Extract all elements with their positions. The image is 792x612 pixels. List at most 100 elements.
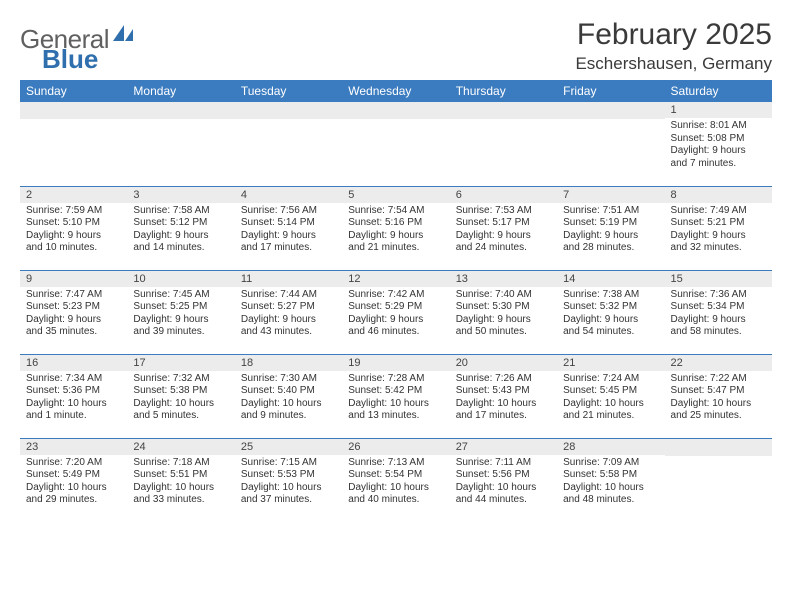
day-line: Daylight: 10 hours bbox=[241, 398, 336, 411]
day-number: 11 bbox=[235, 271, 342, 287]
day-content: Sunrise: 7:45 AMSunset: 5:25 PMDaylight:… bbox=[127, 287, 234, 343]
logo-sail-icon bbox=[113, 25, 135, 48]
day-line: Sunset: 5:47 PM bbox=[671, 385, 766, 398]
day-line: Daylight: 10 hours bbox=[26, 482, 121, 495]
day-line: Sunset: 5:38 PM bbox=[133, 385, 228, 398]
day-line: Sunrise: 7:13 AM bbox=[348, 457, 443, 470]
day-line: Sunrise: 7:58 AM bbox=[133, 205, 228, 218]
day-line: and 28 minutes. bbox=[563, 242, 658, 255]
day-line: and 17 minutes. bbox=[241, 242, 336, 255]
day-line: Sunrise: 7:11 AM bbox=[456, 457, 551, 470]
day-content: Sunrise: 7:28 AMSunset: 5:42 PMDaylight:… bbox=[342, 371, 449, 427]
calendar-day-cell: 23Sunrise: 7:20 AMSunset: 5:49 PMDayligh… bbox=[20, 438, 127, 522]
day-line: Daylight: 9 hours bbox=[563, 314, 658, 327]
day-content: Sunrise: 7:47 AMSunset: 5:23 PMDaylight:… bbox=[20, 287, 127, 343]
day-line: and 10 minutes. bbox=[26, 242, 121, 255]
weekday-header: Monday bbox=[127, 80, 234, 102]
day-line: Daylight: 10 hours bbox=[671, 398, 766, 411]
day-content: Sunrise: 7:49 AMSunset: 5:21 PMDaylight:… bbox=[665, 203, 772, 259]
day-content: Sunrise: 7:18 AMSunset: 5:51 PMDaylight:… bbox=[127, 455, 234, 511]
day-number: 12 bbox=[342, 271, 449, 287]
calendar-day-cell bbox=[342, 102, 449, 186]
day-line: Daylight: 9 hours bbox=[241, 230, 336, 243]
day-line: Sunrise: 7:49 AM bbox=[671, 205, 766, 218]
day-number: 4 bbox=[235, 187, 342, 203]
day-number bbox=[20, 102, 127, 119]
day-line: and 44 minutes. bbox=[456, 494, 551, 507]
day-number: 5 bbox=[342, 187, 449, 203]
calendar-week-row: 1Sunrise: 8:01 AMSunset: 5:08 PMDaylight… bbox=[20, 102, 772, 186]
day-line: and 50 minutes. bbox=[456, 326, 551, 339]
day-line: and 32 minutes. bbox=[671, 242, 766, 255]
day-content: Sunrise: 7:40 AMSunset: 5:30 PMDaylight:… bbox=[450, 287, 557, 343]
calendar-day-cell bbox=[20, 102, 127, 186]
calendar-day-cell: 27Sunrise: 7:11 AMSunset: 5:56 PMDayligh… bbox=[450, 438, 557, 522]
day-line: Sunset: 5:43 PM bbox=[456, 385, 551, 398]
location-label: Eschershausen, Germany bbox=[575, 54, 772, 74]
calendar-week-row: 2Sunrise: 7:59 AMSunset: 5:10 PMDaylight… bbox=[20, 186, 772, 270]
calendar-day-cell bbox=[127, 102, 234, 186]
day-line: Daylight: 10 hours bbox=[348, 482, 443, 495]
day-line: Sunset: 5:51 PM bbox=[133, 469, 228, 482]
day-content: Sunrise: 7:30 AMSunset: 5:40 PMDaylight:… bbox=[235, 371, 342, 427]
day-content: Sunrise: 7:22 AMSunset: 5:47 PMDaylight:… bbox=[665, 371, 772, 427]
day-line: Daylight: 9 hours bbox=[26, 230, 121, 243]
day-line: Sunset: 5:08 PM bbox=[671, 133, 766, 146]
day-line: Sunset: 5:58 PM bbox=[563, 469, 658, 482]
day-line: Sunrise: 7:09 AM bbox=[563, 457, 658, 470]
calendar-day-cell bbox=[450, 102, 557, 186]
day-content: Sunrise: 7:32 AMSunset: 5:38 PMDaylight:… bbox=[127, 371, 234, 427]
calendar-week-row: 23Sunrise: 7:20 AMSunset: 5:49 PMDayligh… bbox=[20, 438, 772, 522]
calendar-day-cell: 7Sunrise: 7:51 AMSunset: 5:19 PMDaylight… bbox=[557, 186, 664, 270]
day-line: Sunset: 5:10 PM bbox=[26, 217, 121, 230]
calendar-day-cell: 13Sunrise: 7:40 AMSunset: 5:30 PMDayligh… bbox=[450, 270, 557, 354]
calendar-day-cell: 9Sunrise: 7:47 AMSunset: 5:23 PMDaylight… bbox=[20, 270, 127, 354]
weekday-header-row: Sunday Monday Tuesday Wednesday Thursday… bbox=[20, 80, 772, 102]
day-content: Sunrise: 7:51 AMSunset: 5:19 PMDaylight:… bbox=[557, 203, 664, 259]
logo-text-blue: Blue bbox=[42, 44, 98, 74]
day-line: Daylight: 9 hours bbox=[133, 230, 228, 243]
calendar-day-cell: 10Sunrise: 7:45 AMSunset: 5:25 PMDayligh… bbox=[127, 270, 234, 354]
calendar-day-cell: 19Sunrise: 7:28 AMSunset: 5:42 PMDayligh… bbox=[342, 354, 449, 438]
day-line: Sunset: 5:49 PM bbox=[26, 469, 121, 482]
weekday-header: Tuesday bbox=[235, 80, 342, 102]
calendar-table: Sunday Monday Tuesday Wednesday Thursday… bbox=[20, 80, 772, 522]
day-line: Sunset: 5:32 PM bbox=[563, 301, 658, 314]
day-content: Sunrise: 7:36 AMSunset: 5:34 PMDaylight:… bbox=[665, 287, 772, 343]
day-content: Sunrise: 7:15 AMSunset: 5:53 PMDaylight:… bbox=[235, 455, 342, 511]
weekday-header: Friday bbox=[557, 80, 664, 102]
day-line: Daylight: 9 hours bbox=[133, 314, 228, 327]
day-line: and 43 minutes. bbox=[241, 326, 336, 339]
day-number: 2 bbox=[20, 187, 127, 203]
day-line: Daylight: 9 hours bbox=[348, 314, 443, 327]
day-number bbox=[342, 102, 449, 119]
day-line: Sunset: 5:21 PM bbox=[671, 217, 766, 230]
day-content: Sunrise: 7:20 AMSunset: 5:49 PMDaylight:… bbox=[20, 455, 127, 511]
day-line: Sunrise: 7:22 AM bbox=[671, 373, 766, 386]
weekday-header: Saturday bbox=[665, 80, 772, 102]
day-line: Daylight: 10 hours bbox=[456, 398, 551, 411]
calendar-day-cell: 26Sunrise: 7:13 AMSunset: 5:54 PMDayligh… bbox=[342, 438, 449, 522]
day-line: Sunset: 5:54 PM bbox=[348, 469, 443, 482]
weekday-header: Thursday bbox=[450, 80, 557, 102]
weekday-header: Wednesday bbox=[342, 80, 449, 102]
day-line: Sunset: 5:25 PM bbox=[133, 301, 228, 314]
day-number: 13 bbox=[450, 271, 557, 287]
calendar-day-cell: 2Sunrise: 7:59 AMSunset: 5:10 PMDaylight… bbox=[20, 186, 127, 270]
day-line: Sunrise: 7:53 AM bbox=[456, 205, 551, 218]
day-number: 14 bbox=[557, 271, 664, 287]
day-content: Sunrise: 7:59 AMSunset: 5:10 PMDaylight:… bbox=[20, 203, 127, 259]
day-line: Daylight: 9 hours bbox=[456, 230, 551, 243]
day-number: 9 bbox=[20, 271, 127, 287]
day-line: and 37 minutes. bbox=[241, 494, 336, 507]
day-line: and 54 minutes. bbox=[563, 326, 658, 339]
calendar-week-row: 16Sunrise: 7:34 AMSunset: 5:36 PMDayligh… bbox=[20, 354, 772, 438]
day-line: Sunset: 5:16 PM bbox=[348, 217, 443, 230]
day-line: and 5 minutes. bbox=[133, 410, 228, 423]
day-line: Sunrise: 7:15 AM bbox=[241, 457, 336, 470]
day-content: Sunrise: 7:56 AMSunset: 5:14 PMDaylight:… bbox=[235, 203, 342, 259]
day-line: Sunrise: 7:45 AM bbox=[133, 289, 228, 302]
calendar-day-cell: 1Sunrise: 8:01 AMSunset: 5:08 PMDaylight… bbox=[665, 102, 772, 186]
weekday-header: Sunday bbox=[20, 80, 127, 102]
day-content: Sunrise: 7:53 AMSunset: 5:17 PMDaylight:… bbox=[450, 203, 557, 259]
